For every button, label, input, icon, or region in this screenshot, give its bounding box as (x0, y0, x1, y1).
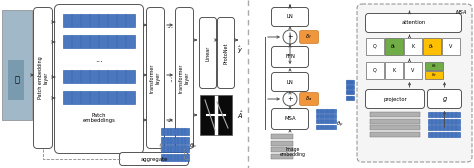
FancyBboxPatch shape (272, 8, 309, 27)
Bar (63, 70, 135, 83)
FancyBboxPatch shape (119, 153, 189, 165)
Bar (428, 132, 461, 136)
Text: LN: LN (287, 79, 293, 85)
FancyBboxPatch shape (272, 109, 309, 130)
Text: $\hat{A}$: $\hat{A}$ (237, 109, 243, 121)
Text: K: K (411, 44, 415, 49)
Text: $\theta_k$: $\theta_k$ (391, 42, 398, 51)
Bar (385, 38, 403, 55)
Bar (346, 96, 354, 100)
Bar (370, 132, 420, 136)
Text: $\delta_f$: $\delta_f$ (306, 33, 312, 41)
FancyBboxPatch shape (175, 8, 193, 149)
FancyBboxPatch shape (428, 90, 462, 109)
Bar (370, 125, 420, 130)
Bar (442, 38, 460, 55)
Text: $\delta_a$: $\delta_a$ (305, 95, 313, 103)
FancyBboxPatch shape (34, 8, 53, 149)
Bar (271, 134, 293, 139)
Bar (425, 62, 443, 70)
Bar (423, 38, 441, 55)
Text: 🐦: 🐦 (15, 75, 19, 85)
Bar (428, 118, 461, 123)
Bar (366, 38, 384, 55)
Text: K: K (392, 68, 396, 73)
Bar (316, 114, 336, 118)
Text: FFN: FFN (285, 54, 295, 59)
Bar (346, 80, 354, 84)
Bar (200, 95, 232, 135)
Text: attention: attention (401, 20, 426, 26)
Bar (346, 85, 354, 89)
Text: MSA: MSA (456, 10, 467, 15)
Bar (2, 10, 32, 120)
Text: $\theta_p$: $\theta_p$ (189, 142, 197, 152)
Text: aggregate: aggregate (140, 157, 168, 161)
FancyBboxPatch shape (272, 47, 309, 68)
FancyBboxPatch shape (357, 4, 472, 162)
Bar (161, 128, 189, 135)
Bar (370, 118, 420, 123)
Text: Linear: Linear (206, 45, 210, 61)
Text: LN: LN (287, 14, 293, 19)
Bar (271, 147, 293, 152)
Bar (316, 125, 336, 129)
Bar (271, 154, 293, 158)
Text: +: + (287, 34, 293, 40)
Text: $\theta_p$: $\theta_p$ (336, 120, 344, 130)
Text: ...: ... (95, 54, 103, 64)
Bar (370, 112, 420, 117)
Text: ...: ... (166, 116, 173, 124)
Text: V: V (411, 68, 415, 73)
Bar (404, 62, 422, 79)
Text: MSA: MSA (284, 116, 296, 121)
Text: transformer
layer: transformer layer (150, 63, 160, 93)
FancyBboxPatch shape (200, 17, 217, 89)
Bar (63, 91, 135, 104)
Text: transformer
layer: transformer layer (179, 63, 190, 93)
Bar (271, 140, 293, 145)
Text: ProtoNet: ProtoNet (224, 42, 228, 64)
Text: $g$: $g$ (441, 94, 447, 103)
FancyBboxPatch shape (300, 31, 319, 44)
Bar (346, 90, 354, 94)
Text: Patch embedding
layer: Patch embedding layer (37, 57, 48, 99)
Bar (385, 62, 403, 79)
FancyBboxPatch shape (300, 93, 319, 106)
Bar (63, 14, 135, 27)
Text: $\hat{y}$: $\hat{y}$ (237, 44, 243, 56)
Text: Q: Q (373, 68, 377, 73)
Bar (161, 145, 189, 152)
Text: ...: ... (165, 74, 174, 81)
Bar (161, 136, 189, 143)
Text: $\theta_v$: $\theta_v$ (431, 71, 437, 79)
Bar (428, 112, 461, 117)
Circle shape (283, 92, 297, 106)
Bar (366, 62, 384, 79)
FancyBboxPatch shape (272, 73, 309, 92)
Text: Image
embedding: Image embedding (280, 147, 306, 157)
Bar (316, 119, 336, 123)
Bar (63, 35, 135, 48)
FancyBboxPatch shape (218, 17, 235, 89)
FancyBboxPatch shape (146, 8, 164, 149)
Text: Patch
embeddings: Patch embeddings (82, 113, 116, 123)
Bar (8, 60, 24, 100)
Bar (161, 154, 189, 160)
Text: $\theta_k$: $\theta_k$ (431, 62, 437, 70)
FancyBboxPatch shape (55, 5, 144, 154)
FancyBboxPatch shape (365, 90, 425, 109)
FancyBboxPatch shape (365, 13, 462, 32)
Text: +: + (287, 96, 293, 102)
Bar (404, 38, 422, 55)
Text: Q: Q (373, 44, 377, 49)
Bar (316, 109, 336, 113)
Text: V: V (449, 44, 453, 49)
Bar (428, 125, 461, 130)
Text: projector: projector (383, 96, 407, 101)
Circle shape (283, 30, 297, 44)
Text: $\theta_v$: $\theta_v$ (428, 42, 436, 51)
Text: ...: ... (166, 20, 173, 30)
Bar (425, 71, 443, 79)
